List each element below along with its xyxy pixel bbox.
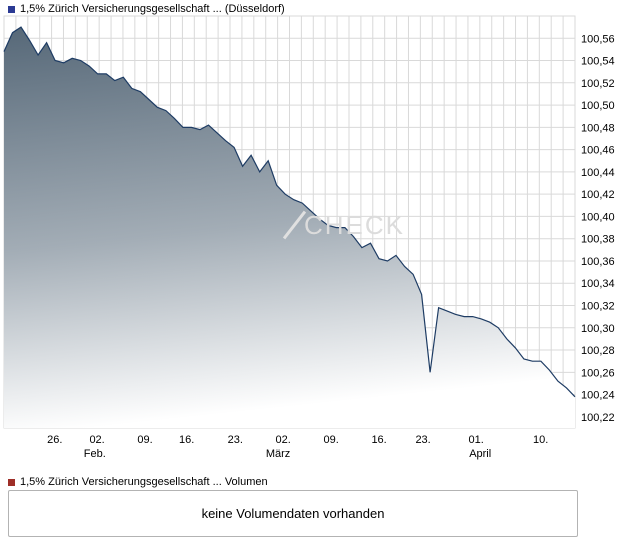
svg-text:100,32: 100,32	[581, 301, 615, 313]
svg-text:100,48: 100,48	[581, 122, 615, 134]
svg-text:16.: 16.	[179, 434, 194, 446]
x-axis-labels: 26. 02. 09. 16. 23. 02. 09. 16. 23. 01. 10. Feb. Mär…	[47, 434, 548, 460]
price-chart-svg: 100,56 100,54 100,52 100,50 100,48 100,46 100,…	[3, 15, 615, 460]
svg-text:02.: 02.	[89, 434, 104, 446]
svg-text:09.: 09.	[137, 434, 152, 446]
svg-text:April: April	[469, 448, 491, 460]
svg-text:100,46: 100,46	[581, 145, 615, 157]
svg-text:100,54: 100,54	[581, 56, 615, 68]
svg-text:16.: 16.	[371, 434, 386, 446]
svg-text:Feb.: Feb.	[84, 448, 106, 460]
svg-text:10.: 10.	[533, 434, 548, 446]
svg-text:100,34: 100,34	[581, 278, 615, 290]
volume-legend: 1,5% Zürich Versicherungsgesellschaft ..…	[8, 476, 268, 488]
svg-text:100,36: 100,36	[581, 256, 615, 268]
price-legend-swatch	[8, 5, 15, 13]
volume-legend-label: 1,5% Zürich Versicherungsgesellschaft ..…	[20, 476, 268, 488]
svg-text:100,44: 100,44	[581, 167, 615, 179]
svg-text:01.: 01.	[469, 434, 484, 446]
volume-panel: keine Volumendaten vorhanden	[8, 490, 578, 537]
svg-text:23.: 23.	[228, 434, 243, 446]
svg-text:März: März	[266, 448, 290, 460]
svg-text:100,24: 100,24	[581, 390, 615, 402]
price-line	[3, 26, 576, 398]
svg-text:100,52: 100,52	[581, 78, 615, 90]
svg-text:100,40: 100,40	[581, 211, 615, 223]
price-legend-label: 1,5% Zürich Versicherungsgesellschaft ..…	[20, 3, 285, 15]
y-axis-labels: 100,56 100,54 100,52 100,50 100,48 100,46 100,…	[581, 33, 615, 424]
svg-text:100,22: 100,22	[581, 412, 615, 424]
volume-legend-swatch	[8, 478, 15, 486]
svg-text:100,28: 100,28	[581, 345, 615, 357]
svg-text:100,42: 100,42	[581, 189, 615, 201]
svg-text:100,26: 100,26	[581, 367, 615, 379]
svg-text:26.: 26.	[47, 434, 62, 446]
price-legend: 1,5% Zürich Versicherungsgesellschaft ..…	[8, 3, 285, 15]
volume-empty-message: keine Volumendaten vorhanden	[201, 506, 385, 521]
price-chart: 100,56 100,54 100,52 100,50 100,48 100,46 100,…	[0, 12, 620, 462]
svg-text:02.: 02.	[276, 434, 291, 446]
svg-text:100,30: 100,30	[581, 323, 615, 335]
svg-text:100,38: 100,38	[581, 234, 615, 246]
svg-text:100,56: 100,56	[581, 33, 615, 45]
svg-text:23.: 23.	[415, 434, 430, 446]
svg-text:100,50: 100,50	[581, 100, 615, 112]
svg-text:09.: 09.	[324, 434, 339, 446]
